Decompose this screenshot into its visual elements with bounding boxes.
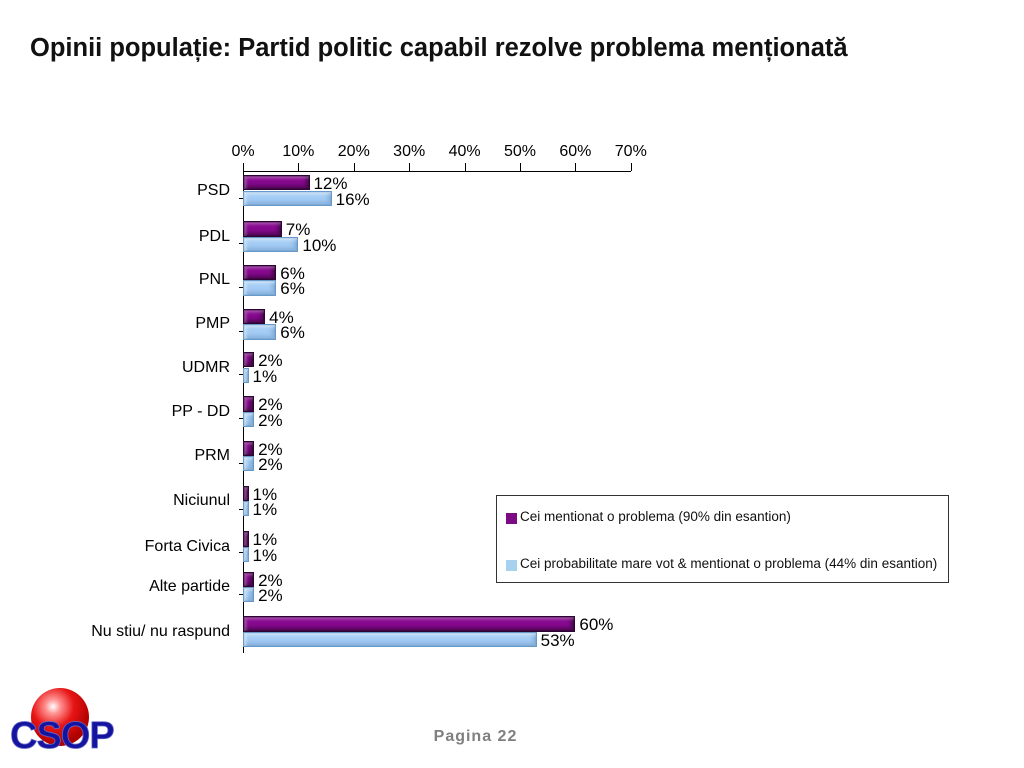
svg-text:CSOP: CSOP [10, 715, 114, 757]
